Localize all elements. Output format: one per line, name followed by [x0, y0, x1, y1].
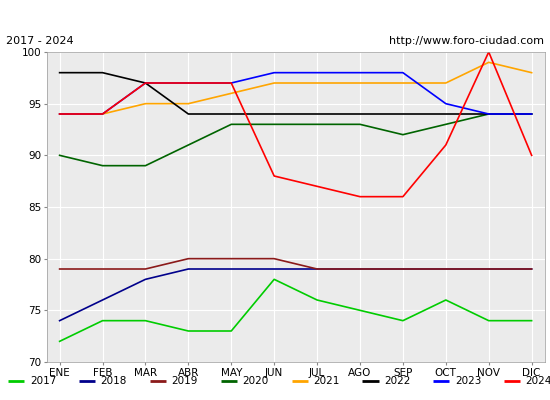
Text: 2019: 2019 — [172, 376, 198, 386]
Text: 2017: 2017 — [30, 376, 56, 386]
Text: 2022: 2022 — [384, 376, 410, 386]
Text: 2017 - 2024: 2017 - 2024 — [6, 36, 73, 46]
Text: 2023: 2023 — [455, 376, 481, 386]
Text: 2020: 2020 — [242, 376, 268, 386]
Text: 2024: 2024 — [526, 376, 550, 386]
Text: http://www.foro-ciudad.com: http://www.foro-ciudad.com — [389, 36, 544, 46]
Text: 2018: 2018 — [101, 376, 127, 386]
Text: 2021: 2021 — [313, 376, 339, 386]
Text: Evolucion num de emigrantes en Almagro: Evolucion num de emigrantes en Almagro — [114, 8, 436, 22]
